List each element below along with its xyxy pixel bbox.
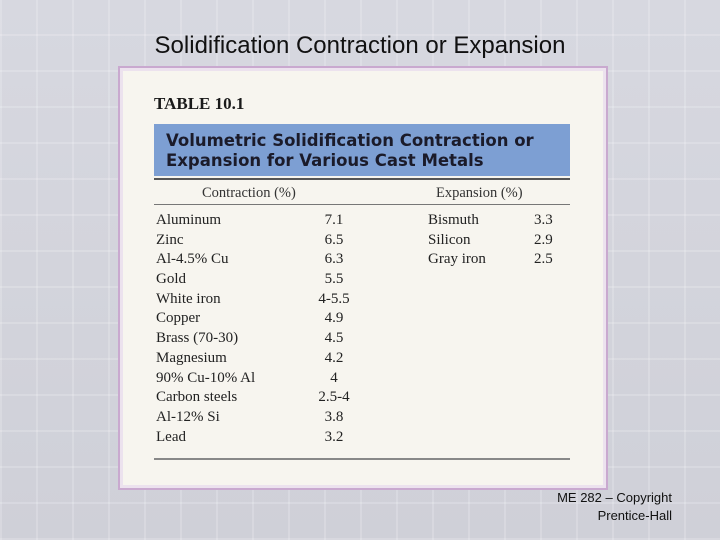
contraction-metal: White iron (156, 290, 221, 307)
contraction-value: 3.8 (324, 408, 344, 425)
table-body: Aluminum 7.1 Bismuth 3.3 Zinc 6.5 Silico… (154, 211, 570, 447)
table-row: Brass (70-30) 4.5 (154, 329, 570, 349)
contraction-metal: Copper (156, 310, 201, 327)
contraction-metal: Lead (156, 428, 186, 445)
contraction-metal: Al-12% Si (156, 408, 220, 425)
table-row: Gold 5.5 (154, 270, 570, 290)
header-rule (154, 178, 570, 180)
slide-title: Solidification Contraction or Expansion (154, 32, 566, 59)
table-row: 90% Cu-10% Al 4 (154, 369, 570, 389)
expansion-value: 2.5 (534, 251, 553, 268)
table-row: White iron 4-5.5 (154, 290, 570, 310)
table-row: Magnesium 4.2 (154, 349, 570, 369)
footer-publisher: Prentice-Hall (597, 508, 672, 523)
contraction-metal: Brass (70-30) (156, 330, 239, 347)
contraction-metal: Carbon steels (156, 389, 238, 406)
contraction-value: 4 (330, 369, 338, 386)
expansion-metal: Gray iron (428, 251, 486, 268)
contraction-header: Contraction (%) (202, 185, 296, 201)
contraction-metal: 90% Cu-10% Al (156, 369, 256, 386)
table-row: Aluminum 7.1 Bismuth 3.3 (154, 211, 570, 231)
column-header-rule (154, 204, 570, 205)
contraction-value: 2.5-4 (318, 389, 350, 406)
table-row: Carbon steels 2.5-4 (154, 388, 570, 408)
table-figure: TABLE 10.1 Volumetric Solidification Con… (118, 66, 608, 490)
contraction-value: 4-5.5 (318, 290, 350, 307)
expansion-value: 3.3 (534, 212, 553, 228)
table-row: Copper 4.9 (154, 309, 570, 329)
table-label: TABLE 10.1 (154, 94, 245, 113)
expansion-header: Expansion (%) (436, 185, 523, 201)
contraction-value: 4.9 (324, 310, 344, 327)
contraction-metal: Zinc (156, 231, 184, 248)
expansion-metal: Bismuth (428, 212, 479, 228)
contraction-metal: Gold (156, 271, 186, 288)
table-row: Lead 3.2 (154, 428, 570, 448)
slide-footer: ME 282 – Copyright Prentice-Hall (557, 489, 672, 525)
footer-course: ME 282 – Copyright (557, 490, 672, 505)
table-row: Zinc 6.5 Silicon 2.9 (154, 231, 570, 251)
contraction-value: 5.5 (324, 271, 344, 288)
expansion-metal: Silicon (428, 231, 471, 248)
table-row: Al-12% Si 3.8 (154, 408, 570, 428)
table-caption-banner: Volumetric Solidification Contraction or… (154, 124, 570, 176)
contraction-value: 3.2 (324, 428, 344, 445)
contraction-value: 7.1 (324, 212, 344, 228)
contraction-value: 6.3 (324, 251, 344, 268)
contraction-value: 6.5 (324, 231, 344, 248)
table-row: Al-4.5% Cu 6.3 Gray iron 2.5 (154, 250, 570, 270)
contraction-metal: Aluminum (156, 212, 222, 228)
table-caption: Volumetric Solidification Contraction or… (166, 131, 534, 170)
contraction-metal: Al-4.5% Cu (156, 251, 229, 268)
contraction-metal: Magnesium (156, 349, 227, 366)
expansion-value: 2.9 (534, 231, 553, 248)
contraction-value: 4.5 (324, 330, 344, 347)
contraction-value: 4.2 (324, 349, 344, 366)
table-bottom-rule (154, 458, 570, 460)
